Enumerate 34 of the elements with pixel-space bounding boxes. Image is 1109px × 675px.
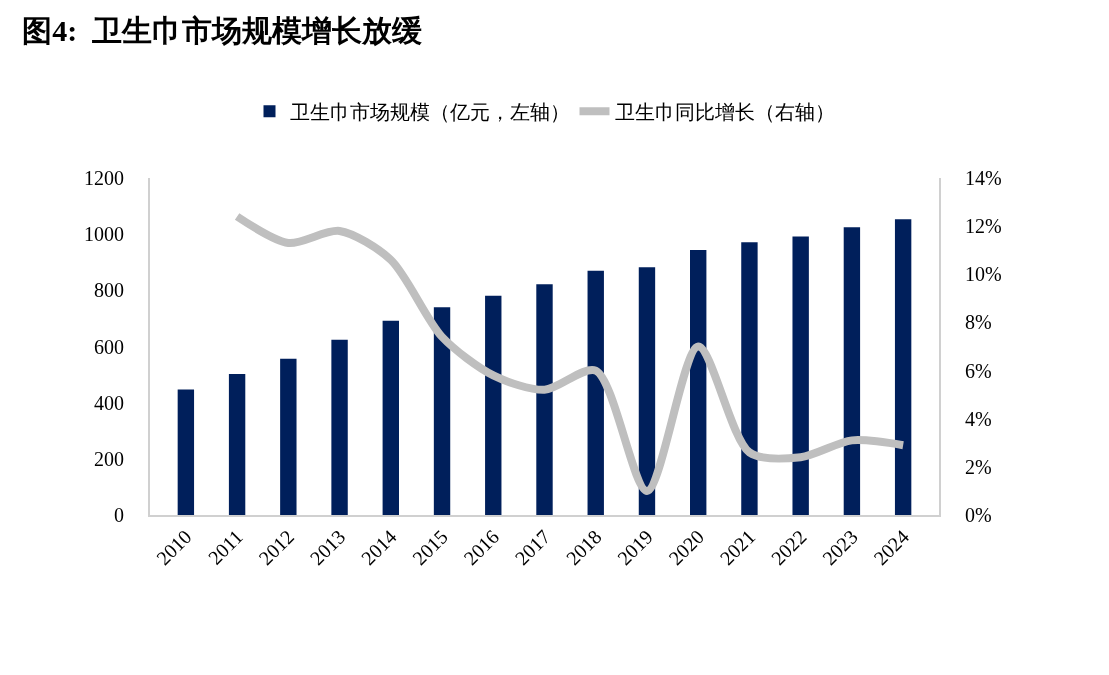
bar — [177, 389, 195, 515]
bar — [280, 358, 297, 515]
y2-tick-label: 6% — [965, 359, 992, 382]
y2-tick-label: 10% — [965, 263, 1002, 286]
bar — [587, 270, 604, 515]
y-tick-label: 800 — [94, 279, 124, 302]
y-tick-label: 1200 — [84, 167, 124, 189]
legend-label: 卫生巾市场规模（亿元，左轴） — [289, 101, 570, 124]
bar — [433, 307, 451, 515]
chart-title: 图4: 卫生巾市场规模增长放缓 — [22, 14, 423, 48]
bar — [485, 295, 502, 515]
bar — [536, 284, 553, 515]
bar — [843, 227, 861, 515]
y2-tick-label: 12% — [965, 215, 1002, 238]
x-tick-label: 2011 — [203, 525, 247, 569]
y2-tick-label: 0% — [965, 504, 992, 526]
y-tick-label: 0 — [114, 504, 124, 526]
y-tick-label: 1000 — [84, 223, 124, 246]
bar — [638, 267, 656, 515]
bar — [792, 236, 809, 515]
bar — [228, 374, 246, 515]
bar — [382, 320, 399, 515]
y-tick-label: 400 — [94, 391, 124, 414]
y2-tick-label: 4% — [965, 407, 992, 430]
y-tick-label: 600 — [94, 335, 124, 358]
y2-tick-label: 8% — [965, 311, 992, 334]
y2-tick-label: 2% — [965, 455, 992, 478]
bar — [741, 242, 758, 515]
y-tick-label: 200 — [94, 447, 124, 470]
bar — [894, 219, 912, 515]
legend-label: 卫生巾同比增长（右轴） — [614, 101, 835, 124]
bar — [331, 339, 348, 515]
y2-tick-label: 14% — [965, 167, 1002, 189]
bar — [690, 249, 707, 515]
